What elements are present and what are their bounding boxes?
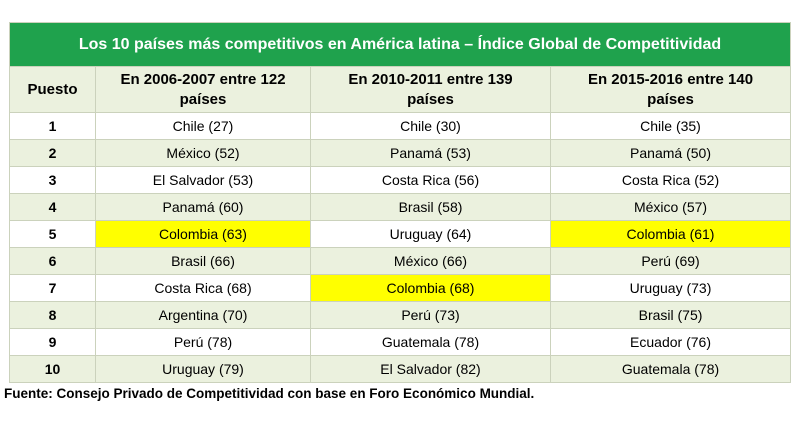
rank-cell: 9 — [9, 328, 96, 356]
column-header-rank: Puesto — [9, 66, 96, 113]
source-note: Fuente: Consejo Privado de Competitivida… — [4, 386, 535, 401]
country-cell: México (57) — [549, 193, 792, 221]
competitiveness-table: Los 10 países más competitivos en Améric… — [8, 22, 792, 383]
country-cell: Panamá (53) — [310, 139, 551, 167]
table-body: 1 Chile (27) Chile (30) Chile (35) 2 México (… — [9, 112, 792, 383]
country-cell: Perú (69) — [549, 247, 792, 275]
table-row: 4 Panamá (60) Brasil (58) México (57) — [9, 193, 792, 221]
table-row: 3 El Salvador (53) Costa Rica (56) Costa Ri… — [9, 166, 792, 194]
table-row: 6 Brasil (66) México (66) Perú (69) — [9, 247, 792, 275]
rank-cell: 2 — [9, 139, 96, 167]
country-cell: Chile (30) — [310, 112, 551, 140]
rank-cell: 4 — [9, 193, 96, 221]
country-cell: Perú (73) — [310, 301, 551, 329]
table-row: 2 México (52) Panamá (53) Panamá (50) — [9, 139, 792, 167]
country-cell: Uruguay (79) — [95, 355, 311, 383]
rank-cell: 8 — [9, 301, 96, 329]
country-cell: Panamá (50) — [549, 139, 792, 167]
country-cell: El Salvador (82) — [310, 355, 551, 383]
country-cell: Brasil (66) — [95, 247, 311, 275]
column-header-2006-2007: En 2006-2007 entre 122 países — [95, 66, 311, 113]
country-cell: Costa Rica (52) — [549, 166, 792, 194]
table-row: 1 Chile (27) Chile (30) Chile (35) — [9, 112, 792, 140]
table-row: 10 Uruguay (79) El Salvador (82) Guatemala … — [9, 355, 792, 383]
country-cell: Costa Rica (68) — [95, 274, 311, 302]
country-cell: Panamá (60) — [95, 193, 311, 221]
table-row: 5 Colombia (63) Uruguay (64) Colombia (61) — [9, 220, 792, 248]
table-row: 7 Costa Rica (68) Colombia (68) Uruguay (73… — [9, 274, 792, 302]
rank-cell: 1 — [9, 112, 96, 140]
rank-cell: 7 — [9, 274, 96, 302]
country-cell: Brasil (75) — [549, 301, 792, 329]
table-title: Los 10 países más competitivos en Améric… — [8, 22, 792, 67]
country-cell-highlighted: Colombia (63) — [95, 220, 311, 248]
country-cell: Uruguay (64) — [310, 220, 551, 248]
country-cell: Brasil (58) — [310, 193, 551, 221]
rank-cell: 3 — [9, 166, 96, 194]
country-cell: Ecuador (76) — [549, 328, 792, 356]
rank-cell: 5 — [9, 220, 96, 248]
country-cell-highlighted: Colombia (61) — [549, 220, 792, 248]
rank-cell: 6 — [9, 247, 96, 275]
country-cell: México (52) — [95, 139, 311, 167]
column-header-2015-2016: En 2015-2016 entre 140 países — [549, 66, 792, 113]
country-cell: México (66) — [310, 247, 551, 275]
country-cell-highlighted: Colombia (68) — [310, 274, 551, 302]
country-cell: Chile (35) — [549, 112, 792, 140]
table-row: 8 Argentina (70) Perú (73) Brasil (75) — [9, 301, 792, 329]
country-cell: Uruguay (73) — [549, 274, 792, 302]
table-title-row: Los 10 países más competitivos en Améric… — [8, 22, 792, 67]
table-row: 9 Perú (78) Guatemala (78) Ecuador (76) — [9, 328, 792, 356]
country-cell: Guatemala (78) — [310, 328, 551, 356]
country-cell: Chile (27) — [95, 112, 311, 140]
country-cell: El Salvador (53) — [95, 166, 311, 194]
column-header-row: Puesto En 2006-2007 entre 122 países En … — [9, 66, 792, 113]
country-cell: Argentina (70) — [95, 301, 311, 329]
column-header-2010-2011: En 2010-2011 entre 139 países — [310, 66, 551, 113]
rank-cell: 10 — [9, 355, 96, 383]
country-cell: Guatemala (78) — [549, 355, 792, 383]
country-cell: Perú (78) — [95, 328, 311, 356]
country-cell: Costa Rica (56) — [310, 166, 551, 194]
